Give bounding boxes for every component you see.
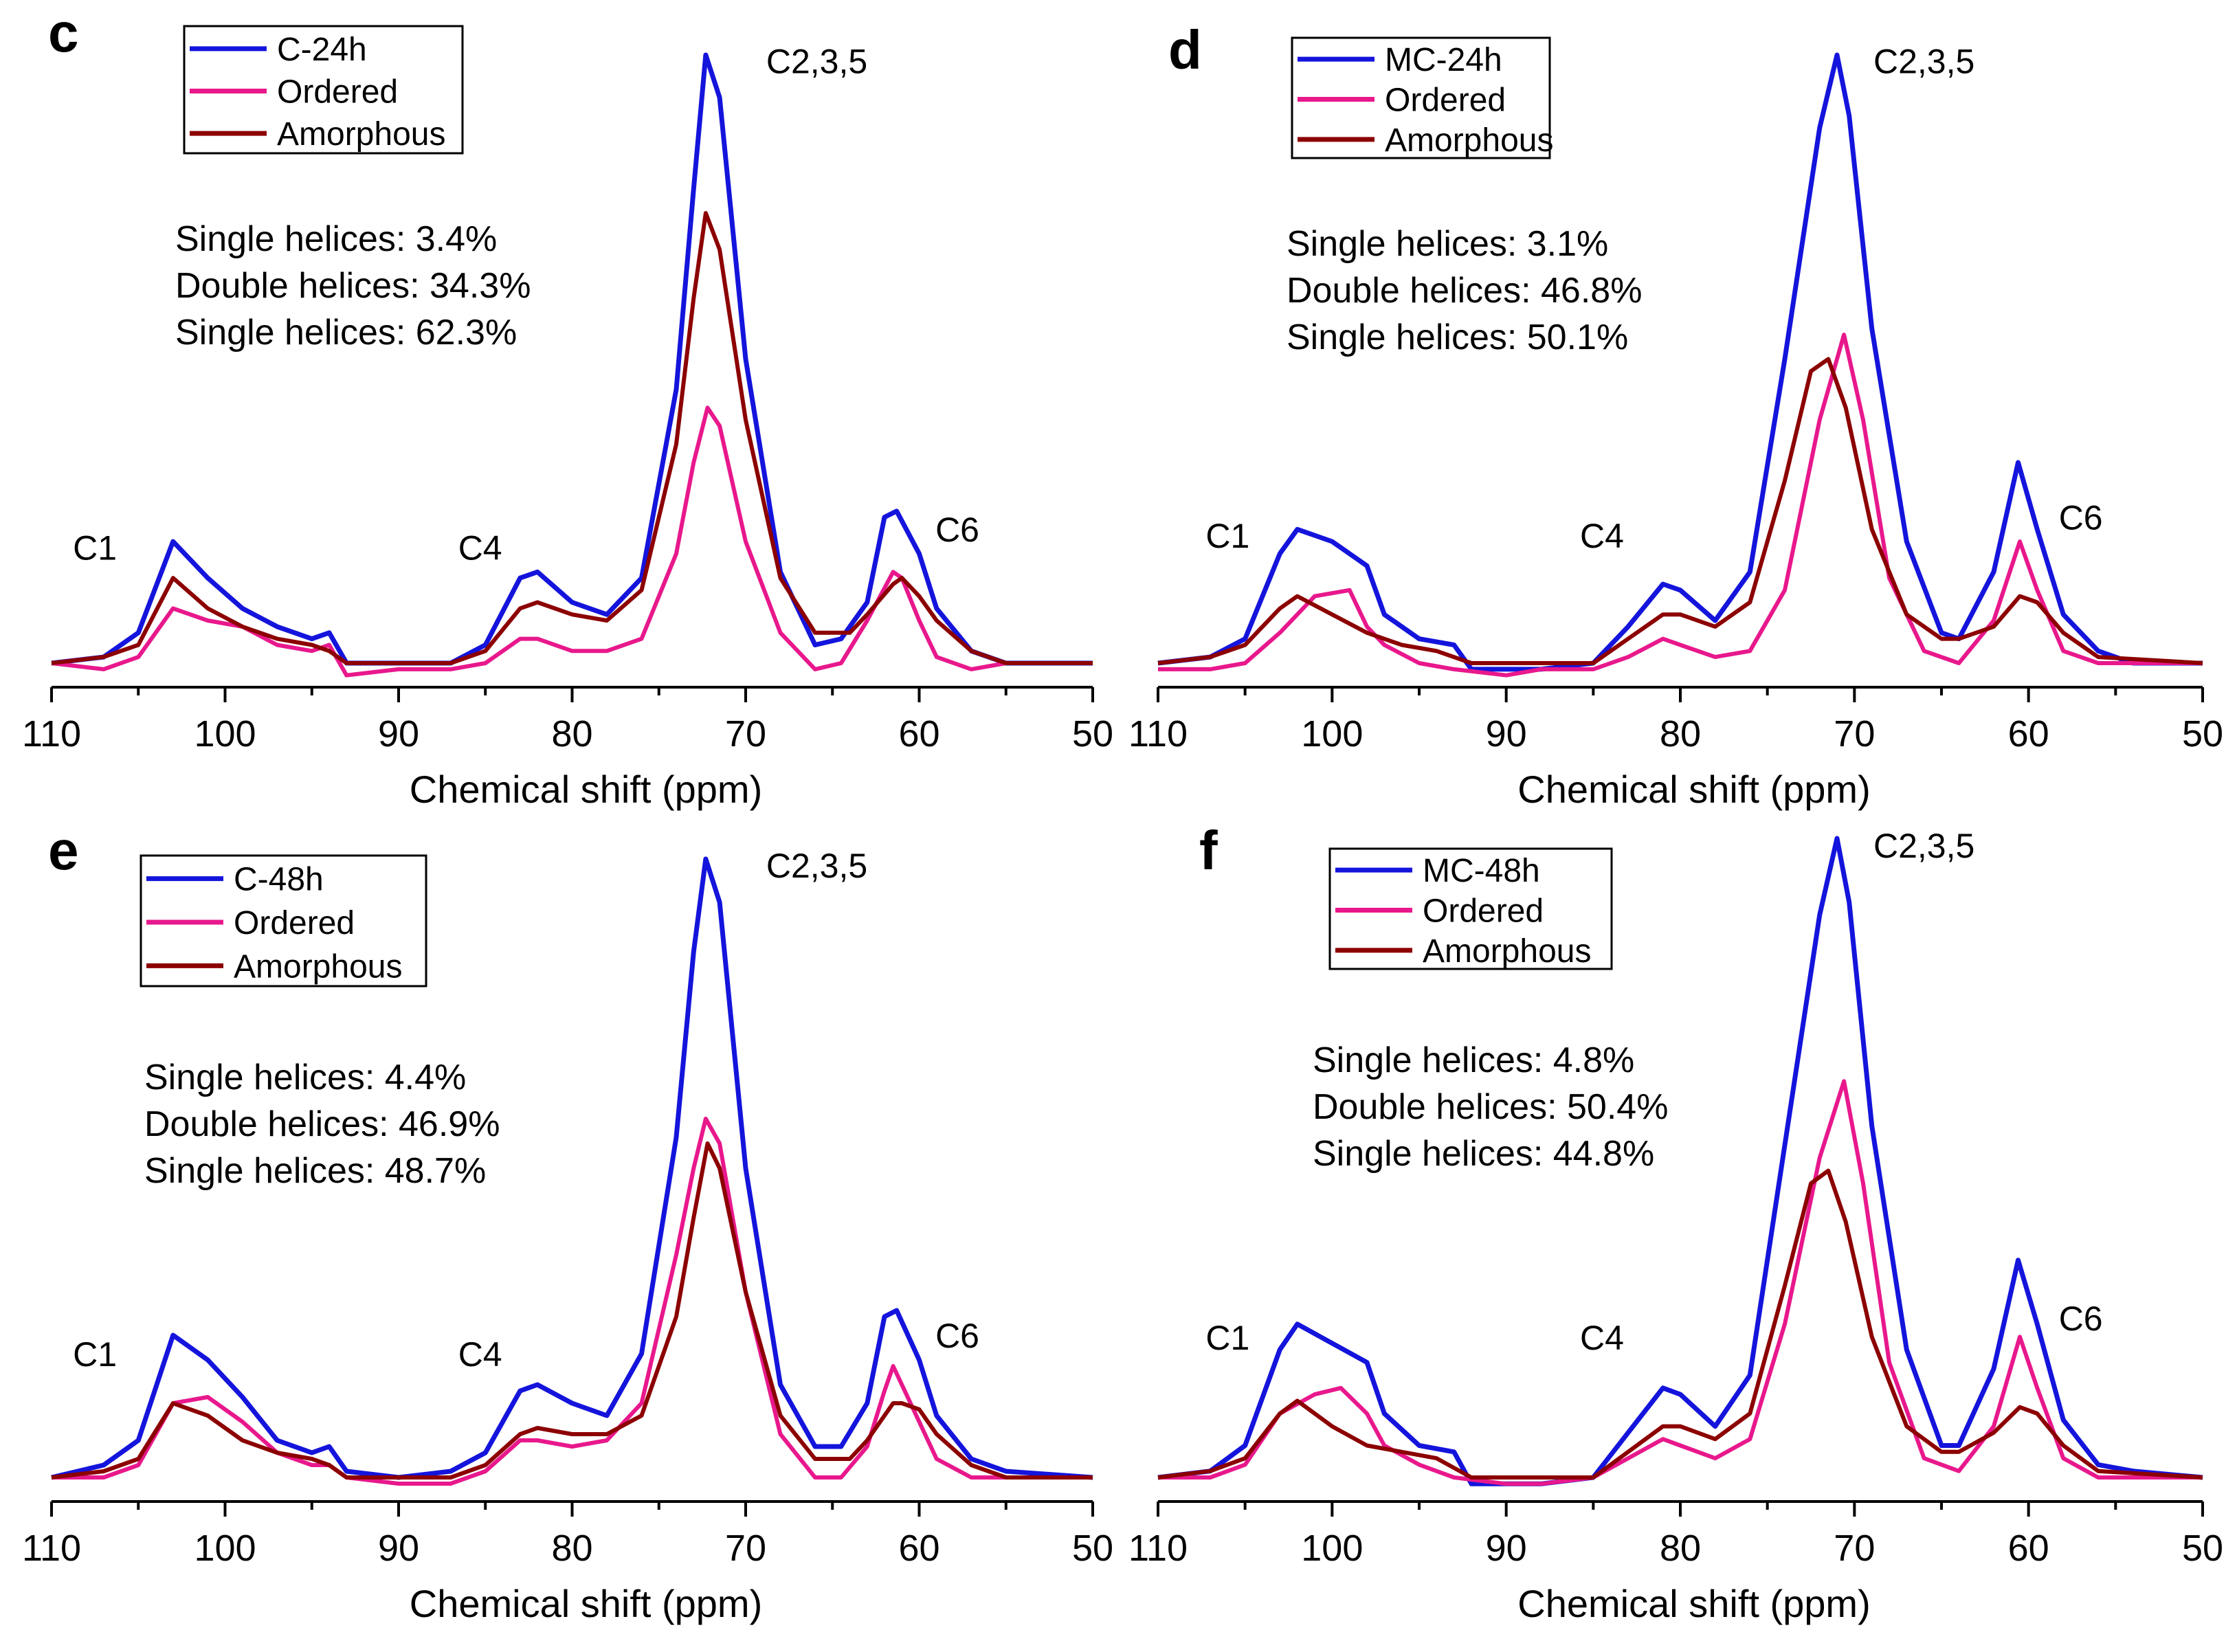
peak-label: C1 (73, 529, 117, 568)
x-tick-label: 100 (194, 713, 256, 755)
peak-label: C4 (1580, 517, 1624, 555)
legend-label-ordered: Ordered (1385, 82, 1506, 119)
series-line-sample (1157, 52, 2203, 672)
peak-label: C6 (935, 1317, 979, 1355)
series-line-sample (1157, 836, 2203, 1486)
x-tick-label: 110 (1128, 713, 1188, 755)
peak-label: C2,3,5 (1873, 827, 1974, 865)
series-line-ordered (51, 405, 1093, 678)
panel-d: 110 100 90 80 70 60 50 Chemical shift (ppm) d MC-… (1128, 19, 2223, 811)
peak-label: C4 (458, 1335, 502, 1374)
x-tick-label: 100 (1301, 1528, 1363, 1569)
panel-f: 110 100 90 80 70 60 50 Chemical shift (ppm) f MC-… (1128, 820, 2223, 1625)
legend-label-sample: MC-48h (1423, 853, 1540, 889)
x-tick-label: 90 (1486, 713, 1527, 755)
peak-label: C6 (2059, 1299, 2103, 1338)
annotation-text: Single helices: 50.1% (1287, 317, 1628, 357)
series-line-sample (51, 856, 1093, 1480)
annotation-text: Single helices: 44.8% (1313, 1134, 1654, 1174)
peak-label: C1 (73, 1335, 117, 1374)
x-tick-label: 70 (725, 713, 766, 755)
legend-label-amorphous: Amorphous (1385, 122, 1553, 159)
peak-label: C2,3,5 (766, 847, 867, 885)
annotation-text: Single helices: 62.3% (175, 313, 517, 353)
x-tick-label: 70 (1834, 1528, 1875, 1569)
x-tick-label: 80 (1660, 713, 1701, 755)
panel-e: 110 100 90 80 70 60 50 Chemical shift (ppm) e C-4… (22, 820, 1113, 1625)
legend-label-sample: C-24h (277, 32, 367, 68)
panel-label: e (48, 820, 79, 881)
annotation-text: Single helices: 48.7% (144, 1151, 486, 1191)
peak-label: C4 (458, 529, 502, 568)
x-tick-label: 70 (725, 1528, 766, 1569)
x-tick-label: 90 (1486, 1528, 1527, 1569)
x-tick-label: 110 (22, 713, 81, 755)
panel-label: c (48, 2, 79, 63)
x-tick-label: 70 (1834, 713, 1875, 755)
series-line-ordered (52, 1117, 1093, 1486)
x-tick-label: 50 (1072, 713, 1113, 755)
series-line-amorphous (51, 211, 1093, 665)
peak-label: C1 (1205, 1319, 1249, 1357)
panel-label: d (1168, 19, 1202, 80)
legend-label-amorphous: Amorphous (234, 948, 402, 985)
annotation-text: Double helices: 34.3% (175, 266, 531, 306)
annotation-text: Single helices: 3.1% (1287, 224, 1608, 264)
x-tick-label: 50 (1072, 1528, 1113, 1569)
x-tick-label: 80 (551, 1528, 592, 1569)
x-tick-label: 100 (194, 1528, 256, 1569)
x-tick-label: 60 (898, 713, 939, 755)
x-tick-label: 110 (22, 1528, 81, 1569)
x-axis-label: Chemical shift (ppm) (410, 1582, 762, 1625)
annotation-text: Single helices: 3.4% (175, 219, 497, 259)
series-line-ordered (1158, 1079, 2203, 1486)
x-axis-label: Chemical shift (ppm) (410, 768, 762, 811)
legend-label-amorphous: Amorphous (277, 116, 445, 153)
legend-label-ordered: Ordered (1423, 893, 1544, 930)
series-line-amorphous (51, 1141, 1093, 1480)
x-tick-label: 90 (378, 713, 419, 755)
x-tick-label: 50 (2182, 1528, 2223, 1569)
peak-label: C1 (1205, 517, 1249, 555)
annotation-text: Double helices: 50.4% (1313, 1087, 1668, 1127)
x-tick-label: 110 (1128, 1528, 1188, 1569)
x-axis-label: Chemical shift (ppm) (1517, 768, 1870, 811)
annotation-text: Single helices: 4.8% (1313, 1040, 1634, 1080)
x-tick-label: 60 (898, 1528, 939, 1569)
legend-label-sample: MC-24h (1385, 42, 1502, 78)
peak-label: C6 (935, 511, 979, 549)
peak-label: C4 (1580, 1319, 1624, 1357)
x-tick-label: 100 (1301, 713, 1363, 755)
x-tick-label: 60 (2008, 1528, 2049, 1569)
series-line-amorphous (1157, 1168, 2203, 1480)
panel-c: 110 100 90 80 70 60 50 Chemical shift (ppm) c C-2… (22, 2, 1113, 811)
peak-label: C2,3,5 (766, 43, 867, 81)
panel-label: f (1199, 820, 1218, 881)
legend-label-ordered: Ordered (277, 74, 398, 111)
x-tick-label: 50 (2182, 713, 2223, 755)
peak-label: C2,3,5 (1873, 43, 1974, 81)
series-line-amorphous (1157, 357, 2203, 665)
legend-label-ordered: Ordered (234, 905, 355, 941)
x-tick-label: 80 (551, 713, 592, 755)
annotation-text: Double helices: 46.8% (1287, 271, 1642, 311)
x-tick-label: 80 (1660, 1528, 1701, 1569)
x-tick-label: 60 (2008, 713, 2049, 755)
x-tick-label: 90 (378, 1528, 419, 1569)
annotation-text: Double helices: 46.9% (144, 1104, 500, 1144)
series-line-ordered (1158, 333, 2203, 678)
series-line-sample (51, 52, 1093, 666)
peak-label: C6 (2059, 498, 2103, 537)
annotation-text: Single helices: 4.4% (144, 1058, 466, 1097)
legend-label-amorphous: Amorphous (1423, 933, 1591, 970)
legend-label-sample: C-48h (234, 862, 324, 898)
x-axis-label: Chemical shift (ppm) (1517, 1582, 1870, 1625)
